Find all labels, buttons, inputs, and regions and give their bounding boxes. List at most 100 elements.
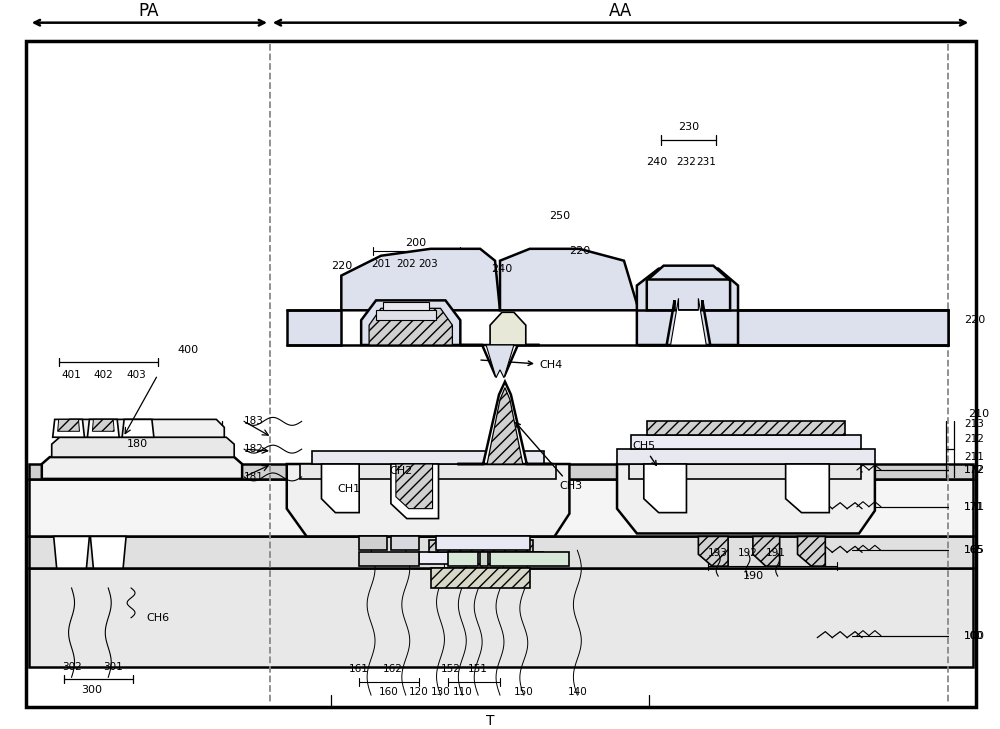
Text: 212: 212 (964, 434, 984, 444)
Text: 192: 192 (738, 548, 758, 558)
Text: 140: 140 (567, 687, 587, 697)
Text: 200: 200 (405, 238, 426, 248)
Text: AA: AA (608, 1, 632, 20)
Text: 301: 301 (103, 663, 123, 672)
Polygon shape (429, 540, 533, 553)
Text: 240: 240 (491, 264, 513, 273)
Polygon shape (29, 568, 973, 667)
Polygon shape (29, 537, 973, 568)
Polygon shape (383, 303, 429, 311)
Text: 213: 213 (964, 419, 984, 429)
Text: 211: 211 (964, 452, 984, 462)
Text: 300: 300 (81, 685, 102, 695)
Text: 172: 172 (964, 465, 985, 475)
Text: 165: 165 (964, 545, 985, 555)
Text: 130: 130 (431, 687, 450, 697)
Polygon shape (396, 464, 433, 509)
Text: 210: 210 (968, 410, 989, 419)
Polygon shape (500, 249, 639, 311)
Text: 172: 172 (964, 465, 984, 475)
Text: 231: 231 (696, 157, 716, 166)
Polygon shape (639, 311, 948, 345)
Polygon shape (369, 308, 452, 345)
Polygon shape (637, 269, 738, 345)
Text: CH1: CH1 (338, 484, 361, 494)
Polygon shape (698, 537, 728, 566)
Text: 120: 120 (409, 687, 429, 697)
Polygon shape (419, 553, 543, 564)
Text: 201: 201 (371, 259, 391, 269)
Polygon shape (487, 388, 523, 464)
Polygon shape (617, 464, 875, 534)
Polygon shape (490, 312, 526, 345)
Text: 182: 182 (244, 444, 264, 454)
Text: PA: PA (139, 1, 159, 20)
Polygon shape (29, 464, 973, 479)
Text: 203: 203 (419, 259, 438, 269)
Text: 240: 240 (646, 157, 667, 166)
Text: 181: 181 (244, 472, 264, 482)
Polygon shape (629, 464, 861, 479)
Polygon shape (647, 265, 730, 311)
Polygon shape (359, 537, 387, 550)
Polygon shape (617, 449, 875, 464)
Polygon shape (486, 345, 514, 378)
Text: 152: 152 (440, 664, 460, 674)
Text: 401: 401 (62, 370, 81, 380)
Text: 171: 171 (964, 502, 985, 512)
Text: CH2: CH2 (389, 466, 412, 476)
Text: 220: 220 (569, 246, 590, 256)
Polygon shape (361, 300, 460, 345)
Text: 100: 100 (964, 631, 984, 641)
Text: 171: 171 (964, 502, 984, 512)
Polygon shape (122, 419, 154, 437)
Text: T: T (486, 714, 494, 728)
Polygon shape (391, 537, 419, 550)
Polygon shape (42, 457, 242, 479)
Text: 232: 232 (677, 157, 696, 166)
Polygon shape (671, 298, 706, 345)
Polygon shape (460, 345, 540, 375)
Text: CH6: CH6 (146, 613, 169, 623)
Text: 161: 161 (349, 664, 369, 674)
Text: 180: 180 (127, 439, 148, 449)
Polygon shape (753, 537, 780, 566)
Polygon shape (29, 479, 973, 537)
Text: 230: 230 (678, 122, 699, 132)
Polygon shape (641, 451, 849, 464)
Polygon shape (490, 553, 569, 566)
Polygon shape (436, 537, 530, 550)
Text: 100: 100 (964, 631, 985, 641)
Polygon shape (631, 435, 861, 449)
Polygon shape (480, 553, 488, 566)
Polygon shape (647, 421, 845, 435)
Polygon shape (376, 311, 436, 320)
Polygon shape (87, 419, 119, 437)
Polygon shape (718, 311, 948, 345)
Polygon shape (644, 464, 686, 512)
Text: 220: 220 (964, 315, 985, 325)
Text: 302: 302 (62, 663, 81, 672)
Polygon shape (58, 419, 79, 432)
Text: 403: 403 (126, 370, 146, 380)
Text: 183: 183 (244, 416, 264, 426)
Text: 202: 202 (396, 259, 416, 269)
Polygon shape (786, 464, 829, 512)
Text: 191: 191 (766, 548, 786, 558)
Polygon shape (90, 537, 126, 568)
Text: 402: 402 (93, 370, 113, 380)
Polygon shape (62, 419, 224, 437)
Polygon shape (798, 537, 825, 566)
Text: 165: 165 (964, 545, 984, 555)
Text: CH3: CH3 (516, 423, 583, 491)
Text: CH4: CH4 (481, 360, 563, 370)
Polygon shape (341, 249, 500, 311)
Polygon shape (92, 419, 114, 432)
Polygon shape (287, 464, 569, 537)
Text: CH5: CH5 (632, 441, 656, 465)
Polygon shape (431, 568, 530, 588)
Text: 250: 250 (549, 211, 570, 221)
Text: 160: 160 (379, 687, 399, 697)
Text: 193: 193 (708, 548, 728, 558)
Polygon shape (457, 382, 553, 464)
